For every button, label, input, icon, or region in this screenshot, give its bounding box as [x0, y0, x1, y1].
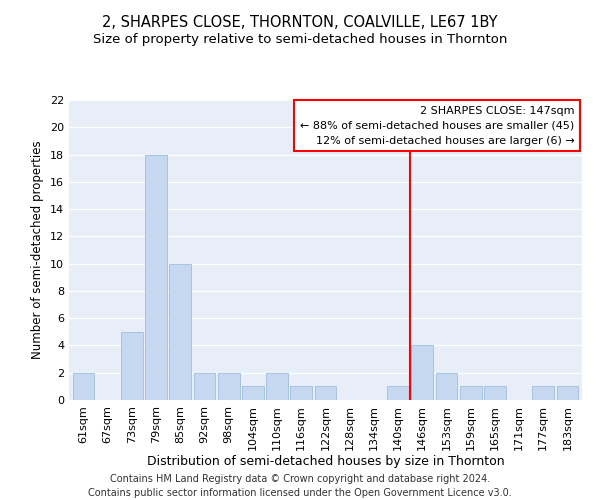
Bar: [460, 386, 482, 400]
Text: 2 SHARPES CLOSE: 147sqm
← 88% of semi-detached houses are smaller (45)
12% of se: 2 SHARPES CLOSE: 147sqm ← 88% of semi-de…: [300, 106, 574, 146]
Bar: [557, 386, 578, 400]
Bar: [387, 386, 409, 400]
Bar: [194, 372, 215, 400]
Text: 2, SHARPES CLOSE, THORNTON, COALVILLE, LE67 1BY: 2, SHARPES CLOSE, THORNTON, COALVILLE, L…: [102, 15, 498, 30]
Bar: [73, 372, 94, 400]
Y-axis label: Number of semi-detached properties: Number of semi-detached properties: [31, 140, 44, 360]
Bar: [436, 372, 457, 400]
X-axis label: Distribution of semi-detached houses by size in Thornton: Distribution of semi-detached houses by …: [146, 456, 505, 468]
Bar: [484, 386, 506, 400]
Bar: [121, 332, 143, 400]
Bar: [145, 154, 167, 400]
Bar: [314, 386, 337, 400]
Bar: [532, 386, 554, 400]
Text: Size of property relative to semi-detached houses in Thornton: Size of property relative to semi-detach…: [93, 32, 507, 46]
Bar: [242, 386, 264, 400]
Bar: [169, 264, 191, 400]
Bar: [218, 372, 239, 400]
Bar: [290, 386, 312, 400]
Bar: [412, 346, 433, 400]
Text: Contains HM Land Registry data © Crown copyright and database right 2024.
Contai: Contains HM Land Registry data © Crown c…: [88, 474, 512, 498]
Bar: [266, 372, 288, 400]
